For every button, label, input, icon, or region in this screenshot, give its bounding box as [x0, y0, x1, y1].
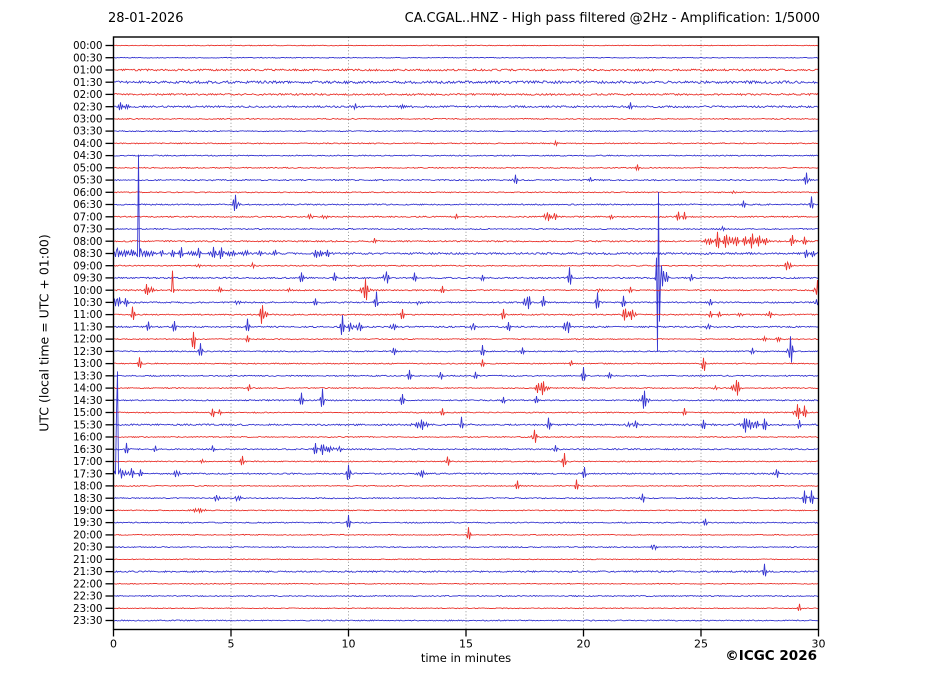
svg-text:5: 5 — [228, 638, 235, 651]
svg-text:19:00: 19:00 — [73, 506, 102, 517]
svg-text:30: 30 — [812, 638, 826, 651]
svg-text:11:00: 11:00 — [73, 310, 102, 321]
svg-text:16:00: 16:00 — [73, 433, 102, 444]
svg-text:06:00: 06:00 — [73, 188, 102, 199]
svg-text:17:00: 17:00 — [73, 457, 102, 468]
svg-text:16:30: 16:30 — [73, 445, 102, 456]
svg-text:14:00: 14:00 — [73, 384, 102, 395]
header-date: 28-01-2026 — [108, 11, 184, 26]
svg-text:18:00: 18:00 — [73, 482, 102, 493]
svg-text:11:30: 11:30 — [73, 323, 102, 334]
svg-text:19:30: 19:30 — [73, 518, 102, 529]
svg-text:20:30: 20:30 — [73, 543, 102, 554]
copyright-credit: ©ICGC 2026 — [725, 648, 817, 664]
x-axis-title: time in minutes — [420, 651, 512, 665]
svg-text:13:30: 13:30 — [73, 371, 102, 382]
svg-text:20:00: 20:00 — [73, 531, 102, 542]
svg-text:03:00: 03:00 — [73, 115, 102, 126]
svg-text:17:30: 17:30 — [73, 469, 102, 480]
svg-text:21:00: 21:00 — [73, 555, 102, 566]
svg-text:21:30: 21:30 — [73, 567, 102, 578]
svg-text:23:00: 23:00 — [73, 604, 102, 615]
svg-text:0: 0 — [110, 638, 117, 651]
svg-text:09:30: 09:30 — [73, 274, 102, 285]
svg-text:00:30: 00:30 — [73, 53, 102, 64]
svg-text:08:30: 08:30 — [73, 249, 102, 260]
svg-text:10:00: 10:00 — [73, 286, 102, 297]
svg-text:10:30: 10:30 — [73, 298, 102, 309]
chart-title: CA.CGAL..HNZ - High pass filtered @2Hz -… — [404, 11, 820, 26]
svg-text:12:30: 12:30 — [73, 347, 102, 358]
svg-text:06:30: 06:30 — [73, 200, 102, 211]
svg-text:18:30: 18:30 — [73, 494, 102, 505]
svg-text:01:00: 01:00 — [73, 66, 102, 77]
svg-text:04:00: 04:00 — [73, 139, 102, 150]
svg-text:15:30: 15:30 — [73, 420, 102, 431]
svg-text:25: 25 — [694, 638, 708, 651]
svg-text:03:30: 03:30 — [73, 127, 102, 138]
svg-text:07:30: 07:30 — [73, 225, 102, 236]
svg-text:13:00: 13:00 — [73, 359, 102, 370]
svg-text:15:00: 15:00 — [73, 408, 102, 419]
svg-text:05:30: 05:30 — [73, 176, 102, 187]
svg-text:00:00: 00:00 — [73, 41, 102, 52]
svg-text:14:30: 14:30 — [73, 396, 102, 407]
svg-text:02:30: 02:30 — [73, 102, 102, 113]
svg-text:22:00: 22:00 — [73, 579, 102, 590]
svg-text:08:00: 08:00 — [73, 237, 102, 248]
svg-text:20: 20 — [577, 638, 591, 651]
svg-text:04:30: 04:30 — [73, 151, 102, 162]
svg-text:12:00: 12:00 — [73, 335, 102, 346]
svg-text:15: 15 — [459, 638, 473, 651]
svg-text:10: 10 — [342, 638, 356, 651]
svg-text:23:30: 23:30 — [73, 616, 102, 627]
svg-text:07:00: 07:00 — [73, 212, 102, 223]
svg-text:01:30: 01:30 — [73, 78, 102, 89]
svg-text:09:00: 09:00 — [73, 261, 102, 272]
svg-text:22:30: 22:30 — [73, 592, 102, 603]
svg-text:02:00: 02:00 — [73, 90, 102, 101]
svg-text:05:00: 05:00 — [73, 163, 102, 174]
